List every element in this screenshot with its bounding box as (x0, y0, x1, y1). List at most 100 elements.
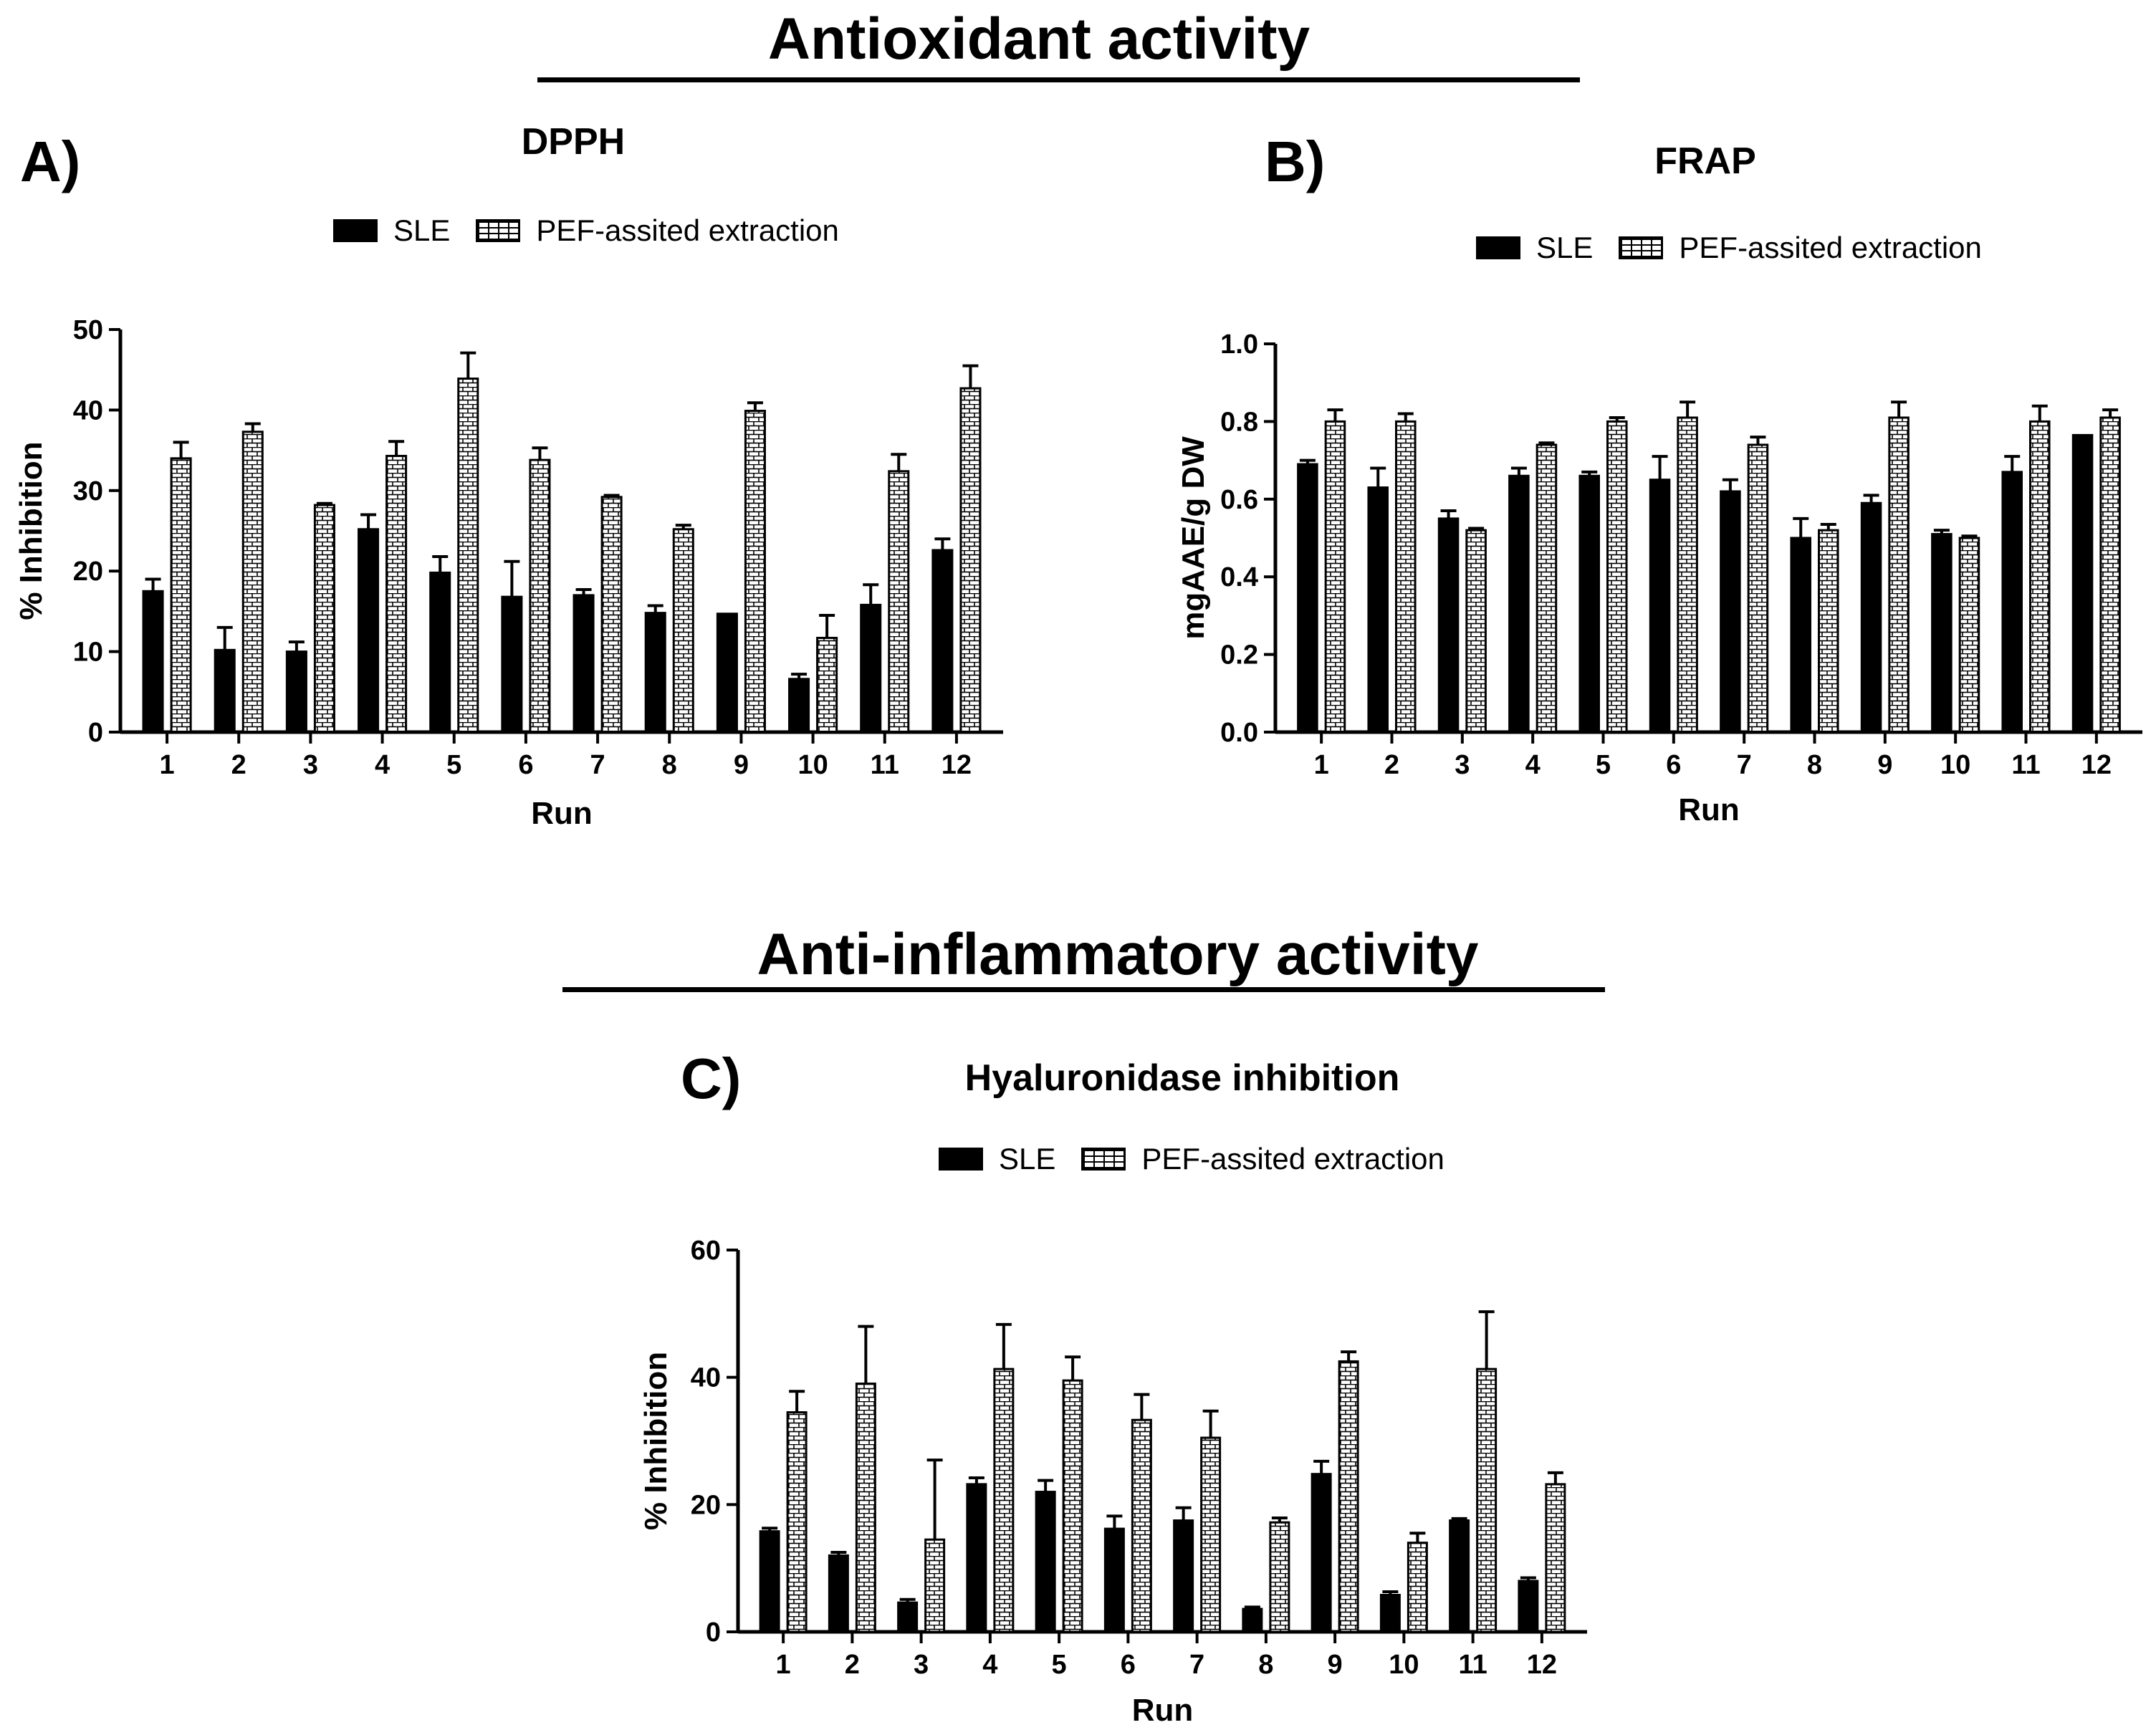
hyaluronidase-x-tick-label: 3 (914, 1650, 929, 1680)
frap-y-tick-label: 0.2 (1220, 640, 1258, 671)
panel-c-label: C) (681, 1047, 742, 1110)
frap-bar-sle (2071, 433, 2094, 734)
dpph-bar-pef (170, 457, 192, 734)
legend-swatch-sle (333, 219, 378, 242)
frap-bar-pef (1606, 420, 1628, 734)
dpph-bar-pef (959, 387, 982, 734)
dpph-x-tick-label: 11 (871, 750, 899, 780)
frap-bar-pef (2029, 420, 2051, 734)
legend-swatch-pef (476, 219, 521, 242)
dpph-x-tick-label: 4 (375, 750, 390, 780)
dpph-y-tick-label: 10 (73, 638, 103, 668)
hyaluronidase-bar-sle (897, 1601, 919, 1633)
frap-bar-sle (1367, 486, 1389, 734)
frap-bar-sle (1437, 517, 1460, 734)
dpph-bar-sle (142, 590, 164, 734)
hyaluronidase-bar-pef (1338, 1360, 1359, 1633)
hyaluronidase-bar-pef (855, 1383, 876, 1633)
frap-x-tick-label: 1 (1314, 750, 1329, 780)
frap-bar-sle (2001, 471, 2023, 734)
frap-bar-sle (1720, 490, 1741, 734)
frap-bar-pef (2099, 416, 2121, 734)
hyaluronidase-x-tick-label: 7 (1189, 1650, 1204, 1680)
dpph-y-tick-label: 50 (73, 315, 103, 345)
frap-x-tick-label: 7 (1737, 750, 1752, 780)
frap-bar-pef (1818, 529, 1839, 734)
frap-x-tick-label: 10 (1940, 750, 1970, 780)
frap-bar-sle (1508, 474, 1530, 734)
dpph-y-axis-label: % Inhibition (14, 441, 49, 620)
panel-a-label: A) (20, 130, 81, 193)
hyaluronidase-bar-sle (966, 1483, 987, 1633)
dpph-x-tick-label: 1 (160, 750, 175, 780)
dpph-bar-sle (214, 648, 236, 734)
hyaluronidase-bar-pef (1062, 1379, 1083, 1633)
dpph-bar-sle (572, 594, 595, 734)
hyaluronidase-chart-title: Hyaluronidase inhibition (964, 1057, 1400, 1099)
hyaluronidase-bar-sle (1035, 1491, 1056, 1633)
hyaluronidase-bar-pef (924, 1538, 946, 1633)
frap-bar-sle (1790, 537, 1811, 734)
hyaluronidase-bar-pef (1200, 1436, 1222, 1633)
hyaluronidase-bar-pef (1545, 1483, 1566, 1633)
frap-x-tick-label: 9 (1877, 750, 1892, 780)
hyaluronidase-bar-pef (1476, 1368, 1498, 1633)
dpph-x-tick-label: 5 (446, 750, 461, 780)
frap-bar-sle (1297, 463, 1318, 734)
hyaluronidase-x-tick-label: 12 (1527, 1650, 1557, 1680)
hyaluronidase-x-tick-label: 10 (1389, 1650, 1419, 1680)
dpph-bar-pef (457, 378, 479, 734)
hyaluronidase-bar-sle (1103, 1527, 1125, 1633)
frap-y-tick-label: 0.8 (1220, 407, 1258, 437)
dpph-x-tick-label: 8 (662, 750, 677, 780)
antioxidant-title-rule (537, 77, 1580, 82)
dpph-x-tick-label: 12 (942, 750, 972, 780)
dpph-bar-pef (672, 528, 694, 734)
hyaluronidase-x-tick-label: 11 (1459, 1650, 1487, 1680)
hyaluronidase-bar-sle (1449, 1519, 1470, 1633)
frap-bar-pef (1958, 537, 1980, 734)
frap-y-tick-label: 0.4 (1220, 562, 1258, 592)
frap-bar-sle (1578, 474, 1600, 734)
dpph-x-tick-label: 3 (303, 750, 318, 780)
hyaluronidase-bar-sle (828, 1554, 849, 1633)
hyaluronidase-bar-sle (1518, 1580, 1539, 1633)
frap-x-tick-label: 6 (1666, 750, 1681, 780)
frap-x-tick-label: 8 (1807, 750, 1822, 780)
dpph-bar-sle (931, 549, 954, 734)
hyaluronidase-legend: SLE PEF-assited extraction (939, 1142, 1444, 1176)
dpph-x-axis-label: Run (531, 796, 593, 831)
legend-label-pef: PEF-assited extraction (536, 213, 839, 247)
hyaluronidase-x-tick-label: 8 (1258, 1650, 1273, 1680)
legend-label-pef: PEF-assited extraction (1679, 231, 1982, 264)
legend-swatch-sle (1476, 236, 1520, 259)
antioxidant-section-title: Antioxidant activity (767, 6, 1311, 72)
panel-b-label: B) (1265, 130, 1326, 193)
dpph-bar-pef (385, 454, 408, 734)
dpph-bar-pef (600, 496, 623, 734)
hyaluronidase-y-tick-label: 0 (706, 1618, 721, 1648)
legend-label-sle: SLE (999, 1142, 1056, 1176)
hyaluronidase-bar-pef (993, 1368, 1015, 1633)
dpph-bar-pef (313, 504, 335, 734)
frap-bar-pef (1324, 420, 1346, 734)
frap-y-axis-label: mgAAE/g DW (1176, 436, 1211, 640)
dpph-bar-sle (644, 612, 666, 734)
legend-swatch-sle (939, 1148, 983, 1171)
dpph-x-tick-label: 6 (518, 750, 533, 780)
dpph-chart-title: DPPH (521, 121, 626, 163)
hyaluronidase-x-tick-label: 6 (1121, 1650, 1136, 1680)
anti-inflammatory-section-title: Anti-inflammatory activity (757, 922, 1479, 987)
dpph-bar-pef (529, 458, 551, 734)
dpph-bar-sle (429, 571, 451, 734)
hyaluronidase-y-axis-label: % Inhibition (638, 1352, 674, 1530)
hyaluronidase-x-tick-label: 2 (845, 1650, 860, 1680)
frap-bar-sle (1931, 533, 1953, 734)
frap-bar-sle (1860, 501, 1882, 734)
dpph-bar-pef (744, 410, 766, 734)
dpph-y-tick-label: 20 (73, 557, 103, 587)
dpph-bar-sle (501, 595, 523, 734)
dpph-bar-sle (788, 678, 810, 734)
dpph-bar-sle (860, 603, 882, 734)
hyaluronidase-bar-sle (1242, 1607, 1263, 1633)
